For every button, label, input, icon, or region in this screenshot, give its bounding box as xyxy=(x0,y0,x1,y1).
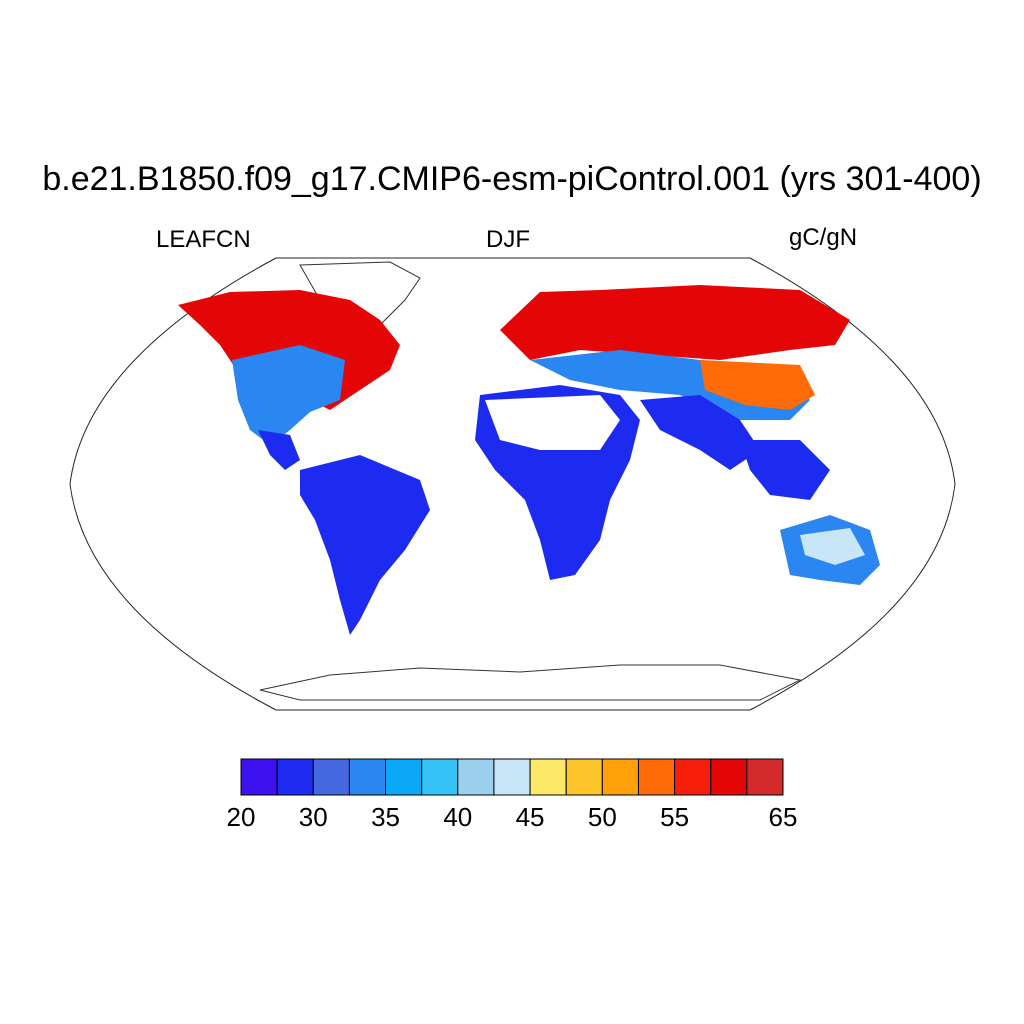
antarctica-outline xyxy=(259,664,802,701)
colorbar-cell xyxy=(637,758,676,796)
southeast-asia xyxy=(740,440,830,500)
south-asia xyxy=(640,395,760,470)
australia-interior xyxy=(800,528,865,565)
plot-title: b.e21.B1850.f09_g17.CMIP6-esm-piControl.… xyxy=(42,160,982,198)
sahara xyxy=(485,395,620,450)
map-frame xyxy=(69,257,956,711)
colorbar-tick-label: 55 xyxy=(660,802,690,832)
colorbar-tick-label: 40 xyxy=(443,802,473,832)
colorbar-cell xyxy=(601,758,639,796)
colorbar-tick-label: 30 xyxy=(298,802,328,832)
eurasia-north xyxy=(500,285,850,360)
colorbar-cell xyxy=(529,758,567,796)
colorbar-cell xyxy=(565,758,603,796)
colorbar-tick-label: 35 xyxy=(371,802,400,832)
colorbar-cell xyxy=(348,758,387,796)
colorbar-cell xyxy=(746,758,784,796)
variable-label: LEAFCN xyxy=(156,226,251,253)
colorbar-cell xyxy=(385,758,423,796)
colorbar-cell xyxy=(493,758,531,796)
colorbar-cell xyxy=(674,758,712,796)
colorbar-cell xyxy=(710,758,748,796)
colorbar-cell xyxy=(276,758,314,796)
colorbar-tick-label: 20 xyxy=(226,802,256,832)
colorbar-tick-label: 45 xyxy=(515,802,545,832)
colorbar-tick-label: 65 xyxy=(768,802,798,832)
south-america xyxy=(300,455,430,635)
colorbar-tick-label: 50 xyxy=(587,802,617,832)
season-label: DJF xyxy=(486,226,530,253)
colorbar-cell xyxy=(457,758,495,796)
colorbar-cell xyxy=(421,758,459,796)
east-asia xyxy=(700,360,815,410)
colorbar-cell xyxy=(312,758,350,796)
colorbar-cell xyxy=(240,758,278,796)
north-america-south xyxy=(232,345,345,445)
central-america xyxy=(258,430,300,470)
units-label: gC/gN xyxy=(789,224,858,251)
